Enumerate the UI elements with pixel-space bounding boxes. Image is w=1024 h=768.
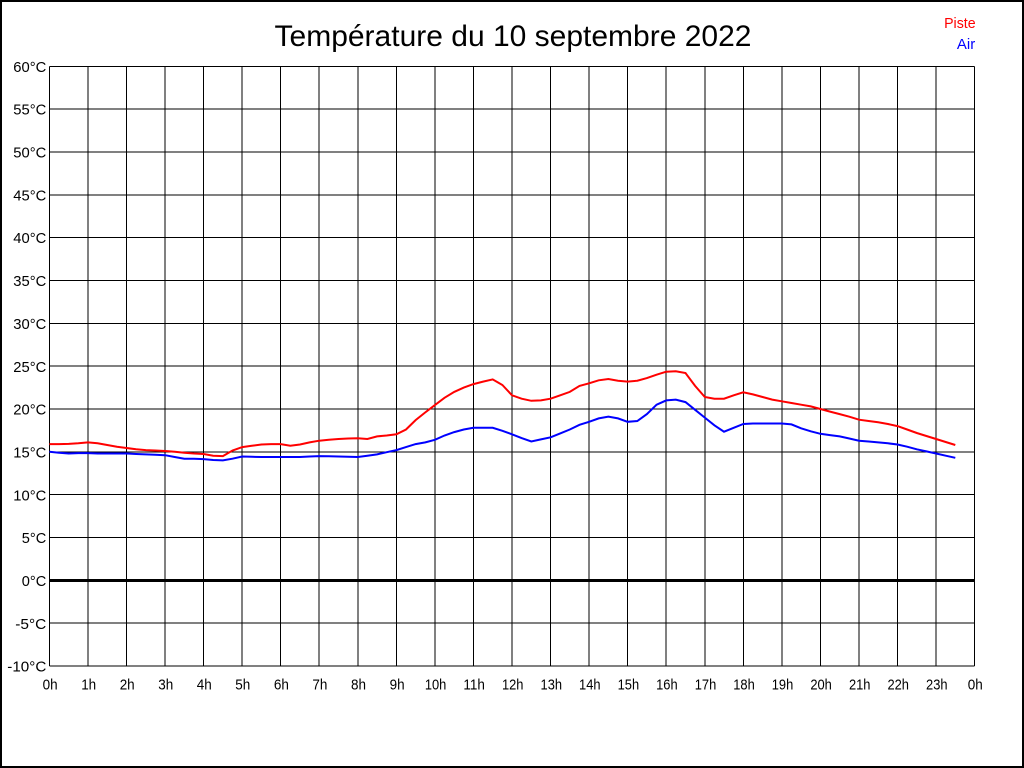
svg-text:16h: 16h bbox=[656, 677, 678, 694]
svg-text:11h: 11h bbox=[463, 677, 485, 694]
svg-text:21h: 21h bbox=[849, 677, 871, 694]
svg-text:5°C: 5°C bbox=[22, 530, 47, 547]
svg-text:Température du 10 septembre 20: Température du 10 septembre 2022 bbox=[275, 20, 752, 53]
svg-text:23h: 23h bbox=[926, 677, 948, 694]
svg-text:2h: 2h bbox=[120, 677, 135, 694]
svg-text:0h: 0h bbox=[968, 677, 983, 694]
svg-text:Piste: Piste bbox=[944, 15, 976, 32]
svg-text:20h: 20h bbox=[810, 677, 832, 694]
svg-text:-5°C: -5°C bbox=[15, 616, 46, 633]
svg-text:15h: 15h bbox=[618, 677, 640, 694]
svg-text:17h: 17h bbox=[695, 677, 717, 694]
svg-text:14h: 14h bbox=[579, 677, 601, 694]
svg-text:Air: Air bbox=[957, 36, 975, 53]
svg-text:55°C: 55°C bbox=[13, 102, 46, 119]
svg-text:30°C: 30°C bbox=[13, 316, 46, 333]
svg-text:12h: 12h bbox=[502, 677, 524, 694]
svg-text:15°C: 15°C bbox=[13, 444, 46, 461]
svg-text:19h: 19h bbox=[772, 677, 794, 694]
svg-text:40°C: 40°C bbox=[13, 230, 46, 247]
svg-text:-10°C: -10°C bbox=[7, 659, 46, 676]
svg-text:8h: 8h bbox=[351, 677, 366, 694]
svg-text:45°C: 45°C bbox=[13, 187, 46, 204]
svg-text:1h: 1h bbox=[81, 677, 96, 694]
svg-text:3h: 3h bbox=[158, 677, 173, 694]
svg-text:7h: 7h bbox=[312, 677, 327, 694]
svg-text:9h: 9h bbox=[390, 677, 405, 694]
svg-text:13h: 13h bbox=[541, 677, 563, 694]
svg-text:50°C: 50°C bbox=[13, 145, 46, 162]
svg-text:6h: 6h bbox=[274, 677, 289, 694]
svg-text:10°C: 10°C bbox=[13, 487, 46, 504]
svg-text:10h: 10h bbox=[425, 677, 447, 694]
svg-text:60°C: 60°C bbox=[13, 59, 46, 76]
svg-text:20°C: 20°C bbox=[13, 402, 46, 419]
svg-text:4h: 4h bbox=[197, 677, 212, 694]
svg-text:5h: 5h bbox=[235, 677, 250, 694]
svg-text:0h: 0h bbox=[43, 677, 58, 694]
svg-text:0°C: 0°C bbox=[22, 573, 47, 590]
svg-text:25°C: 25°C bbox=[13, 359, 46, 376]
svg-text:35°C: 35°C bbox=[13, 273, 46, 290]
svg-text:18h: 18h bbox=[733, 677, 755, 694]
svg-text:22h: 22h bbox=[887, 677, 909, 694]
